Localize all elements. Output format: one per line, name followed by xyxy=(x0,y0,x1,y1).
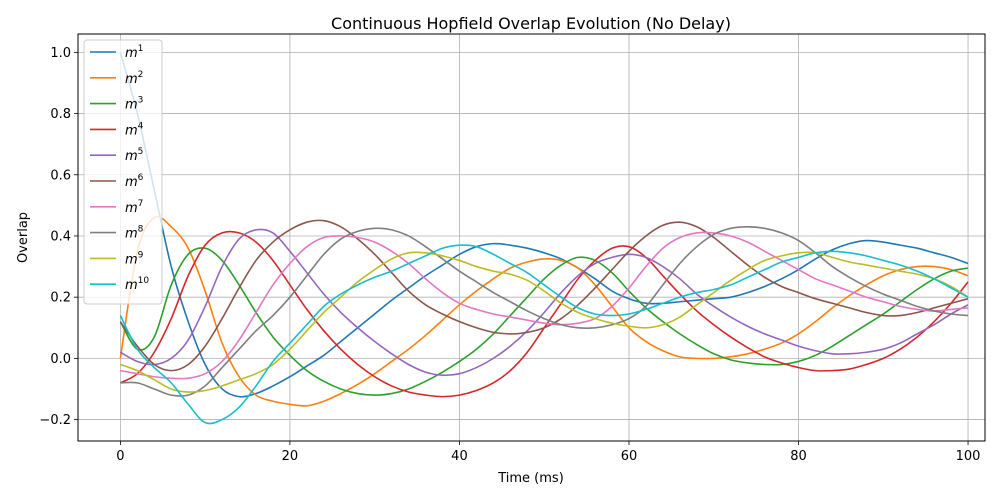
series-line-m3 xyxy=(119,247,969,396)
series-line-m5 xyxy=(119,228,969,377)
x-tick-label: 20 xyxy=(282,449,299,464)
series-line-m2 xyxy=(119,215,969,407)
legend-entry: m3 xyxy=(125,96,143,113)
x-tick-label: 100 xyxy=(956,449,981,464)
y-tick-label: 0.0 xyxy=(50,352,71,367)
legend-entry: m7 xyxy=(125,199,143,216)
x-tick-label: 80 xyxy=(790,449,807,464)
chart-title: Continuous Hopfield Overlap Evolution (N… xyxy=(331,14,731,33)
legend-entry: m6 xyxy=(125,173,144,190)
series-line-m1 xyxy=(119,52,969,398)
x-tick-label: 60 xyxy=(621,449,638,464)
legend-box xyxy=(83,39,163,305)
y-tick-label: 1.0 xyxy=(50,46,71,61)
y-tick-label: 0.8 xyxy=(50,107,71,122)
y-tick-label: 0.4 xyxy=(50,229,71,244)
legend-entry: m10 xyxy=(125,276,149,293)
series-lines xyxy=(119,52,969,425)
series-line-m7 xyxy=(120,231,969,380)
series-line-m8 xyxy=(120,225,969,397)
plot-frame xyxy=(77,33,986,442)
axis-ticks: 0 20 40 60 80 100 −0.2 0.0 0.2 0.4 0.6 0.8 1.0 xyxy=(39,46,980,464)
legend-entry: m9 xyxy=(125,250,144,267)
legend-entry: m2 xyxy=(125,70,143,87)
y-tick-label: −0.2 xyxy=(39,413,71,428)
series-line-m9 xyxy=(120,251,969,393)
series-line-m10 xyxy=(119,244,969,425)
legend-entry: m8 xyxy=(125,225,144,242)
y-axis-label: Overlap xyxy=(16,212,31,263)
y-tick-label: 0.2 xyxy=(50,291,71,306)
series-line-m6 xyxy=(119,219,969,372)
x-axis-label: Time (ms) xyxy=(497,471,564,486)
legend-entry: m5 xyxy=(125,147,143,164)
x-tick-label: 40 xyxy=(451,449,468,464)
legend-entry: m1 xyxy=(125,44,143,61)
y-tick-label: 0.6 xyxy=(50,168,71,183)
legend: m1 m2 m3 m4 m5 m6 m7 m8 m9 m10 xyxy=(83,39,163,305)
legend-entry: m4 xyxy=(125,121,144,138)
x-tick-label: 0 xyxy=(116,449,124,464)
